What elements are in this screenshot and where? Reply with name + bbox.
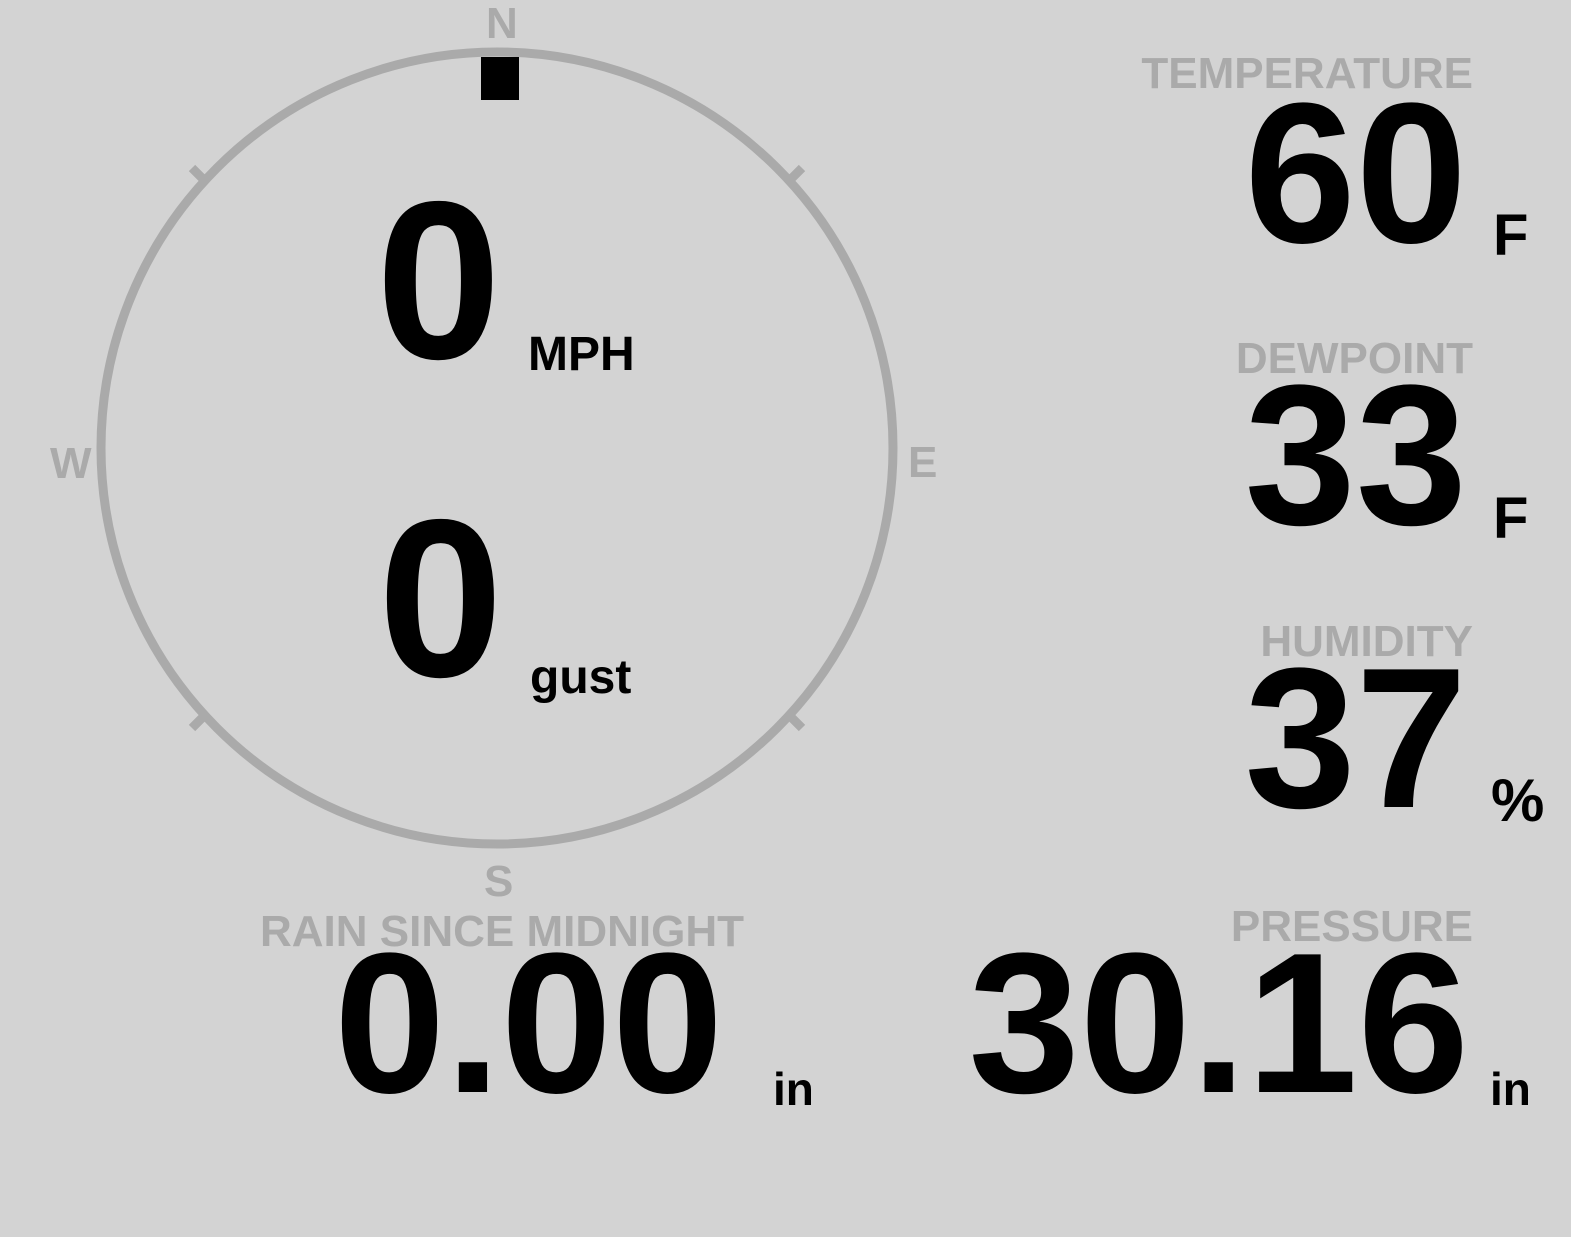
- dewpoint-value: 33: [1244, 344, 1467, 567]
- compass-south: S: [484, 857, 514, 906]
- rain-label: RAIN SINCE MIDNIGHT: [260, 907, 744, 956]
- temperature-value: 60: [1244, 62, 1467, 285]
- compass-west: W: [50, 439, 92, 488]
- pressure-label: PRESSURE: [1230, 902, 1473, 951]
- wind-gust-value: 0: [378, 472, 504, 724]
- wind-gust-unit: gust: [530, 651, 632, 704]
- compass-north: N: [486, 0, 518, 48]
- dewpoint-label: DEWPOINT: [1235, 334, 1473, 383]
- temperature-label: TEMPERATURE: [1141, 49, 1473, 98]
- wind-speed-unit: MPH: [528, 328, 635, 381]
- pressure-unit: in: [1490, 1063, 1531, 1115]
- wind-speed-value: 0: [376, 154, 502, 406]
- compass-ring: [96, 47, 898, 849]
- humidity-value: 37: [1244, 627, 1467, 850]
- compass-ticks: [188, 164, 806, 732]
- dewpoint-unit: F: [1493, 486, 1529, 551]
- tick-sw: [188, 712, 208, 732]
- rain-unit: in: [773, 1063, 814, 1115]
- wind-direction-marker: [481, 57, 519, 100]
- tick-nw: [188, 164, 208, 184]
- pressure-value: 30.16: [968, 912, 1470, 1135]
- humidity-label: HUMIDITY: [1260, 617, 1473, 666]
- humidity-unit: %: [1491, 767, 1545, 834]
- tick-se: [786, 712, 806, 732]
- temperature-unit: F: [1493, 203, 1529, 268]
- tick-ne: [786, 164, 806, 184]
- rain-value: 0.00: [334, 912, 724, 1135]
- compass-east: E: [908, 438, 938, 487]
